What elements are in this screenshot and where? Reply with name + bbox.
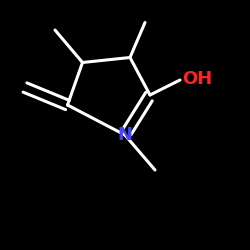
Text: N: N <box>118 126 132 144</box>
Text: OH: OH <box>182 70 213 88</box>
